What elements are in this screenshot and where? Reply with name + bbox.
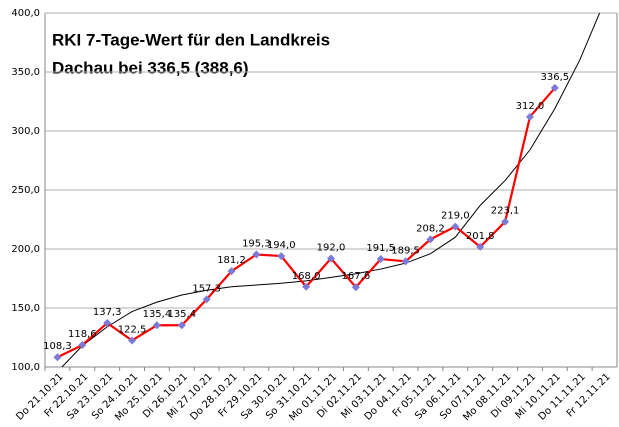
marker [302, 282, 311, 291]
y-tick-label: 200,0 [11, 244, 40, 255]
data-label: 336,5 [541, 72, 570, 83]
trendline [61, 13, 601, 367]
y-tick-label: 300,0 [11, 126, 40, 137]
marker [476, 242, 485, 251]
data-label: 312,0 [516, 101, 545, 112]
y-tick-label: 400,0 [11, 8, 40, 19]
marker [277, 252, 286, 261]
data-label: 108,3 [43, 341, 72, 352]
y-tick-label: 100,0 [11, 362, 40, 373]
data-label: 201,8 [466, 231, 495, 242]
data-label: 135,4 [143, 309, 172, 320]
data-label: 168,0 [292, 271, 321, 282]
marker [501, 217, 510, 226]
marker [550, 83, 559, 92]
marker [351, 283, 360, 292]
marker [376, 255, 385, 264]
data-label: 191,5 [366, 243, 395, 254]
y-tick-label: 150,0 [11, 303, 40, 314]
data-label: 194,0 [267, 240, 296, 251]
plot-area [61, 13, 601, 367]
series-line [56, 87, 556, 359]
chart-title: Dachau bei 336,5 (388,6) [52, 58, 249, 77]
marker [152, 321, 161, 330]
marker [202, 295, 211, 304]
marker [327, 254, 335, 263]
marker [177, 321, 186, 330]
marker [103, 318, 112, 327]
data-label: 135,4 [167, 309, 196, 320]
y-tick-label: 250,0 [11, 185, 40, 196]
data-label: 195,3 [242, 239, 271, 250]
marker [426, 235, 435, 244]
data-label: 167,6 [342, 271, 371, 282]
marker [401, 257, 410, 266]
data-label: 181,2 [217, 255, 246, 266]
data-label: 157,3 [192, 283, 221, 294]
chart-title: RKI 7-Tage-Wert für den Landkreis [52, 30, 330, 49]
marker [53, 353, 62, 362]
marker [451, 222, 460, 231]
data-label: 219,0 [441, 211, 470, 222]
marker [78, 341, 87, 350]
marker [252, 250, 261, 259]
data-label: 208,2 [416, 223, 445, 234]
data-label: 118,6 [68, 329, 97, 340]
data-label: 192,0 [317, 242, 346, 253]
data-label: 137,3 [93, 307, 122, 318]
y-tick-label: 350,0 [11, 67, 40, 78]
data-label: 189,5 [391, 245, 420, 256]
marker [227, 267, 236, 276]
data-label: 223,1 [491, 206, 520, 217]
data-label: 122,5 [118, 324, 147, 335]
marker [128, 336, 137, 345]
marker [525, 112, 534, 121]
